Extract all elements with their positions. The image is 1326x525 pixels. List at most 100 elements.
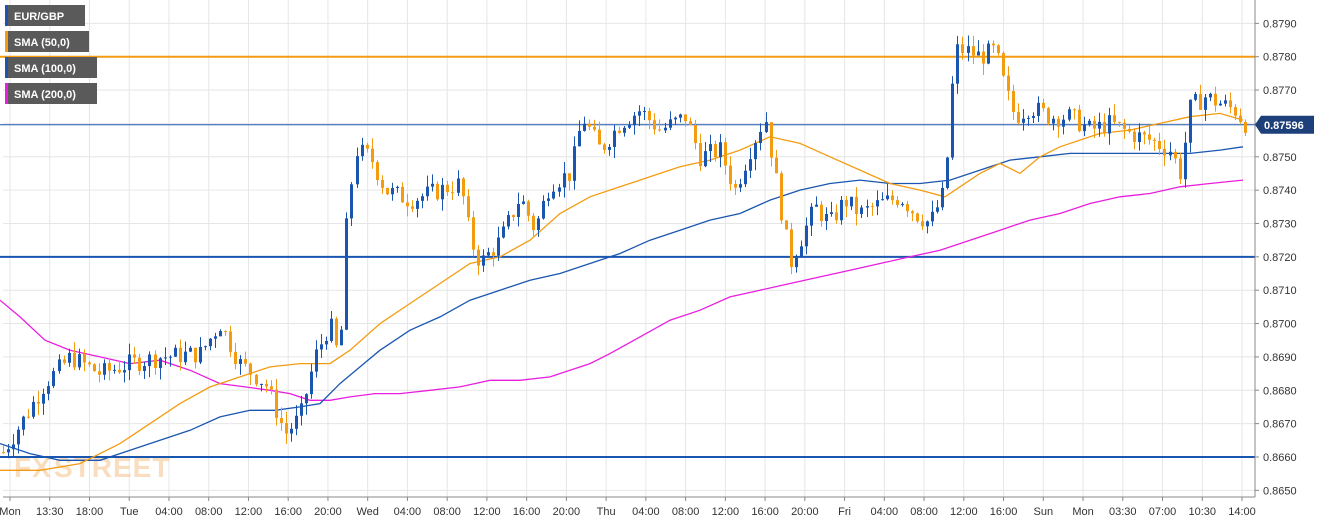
candle-body-up (169, 356, 172, 358)
candle-body-up (431, 183, 434, 187)
price-tag-label: 0.87596 (1264, 120, 1304, 132)
x-tick-label: 08:00 (195, 506, 223, 518)
candle-body-down (1128, 128, 1131, 132)
candle-body-up (199, 346, 202, 363)
x-tick-label: Thu (597, 506, 616, 518)
candle-body-up (295, 415, 298, 429)
candle-body-down (154, 354, 157, 368)
candle-body-down (1093, 120, 1096, 129)
x-tick-label: Mon (0, 506, 21, 518)
y-tick-label: 0.8730 (1263, 218, 1297, 230)
candle-body-up (340, 329, 343, 346)
candle-body-up (840, 199, 843, 221)
candle-body-down (961, 44, 964, 53)
x-tick-label: Sun (1034, 506, 1054, 518)
candle-body-up (1088, 120, 1091, 125)
candle-body-up (1224, 100, 1227, 104)
x-tick-label: 04:00 (871, 506, 899, 518)
candle-body-up (12, 444, 15, 450)
candle-body-down (118, 369, 121, 373)
candle-body-down (1158, 140, 1161, 149)
grid (3, 0, 1255, 497)
candle-body-down (335, 318, 338, 346)
candle-body-up (441, 184, 444, 200)
candle-body-down (446, 184, 449, 193)
candle-body-up (290, 428, 293, 434)
legend-swatch (5, 57, 8, 78)
candle-body-down (1078, 109, 1081, 132)
candle-body-down (896, 200, 899, 205)
candle-body-up (860, 207, 863, 215)
candle-body-up (1219, 103, 1222, 106)
candle-body-down (689, 121, 692, 126)
candle-body-up (552, 191, 555, 199)
candle-body-up (487, 252, 490, 256)
candle-body-up (128, 354, 131, 371)
candle-body-down (906, 204, 909, 212)
x-tick-label: 10:30 (1188, 506, 1216, 518)
legend-box (5, 57, 97, 78)
candle-body-up (633, 115, 636, 126)
candle-body-down (401, 186, 404, 203)
candle-body-up (310, 371, 313, 395)
x-tick-label: 16:00 (274, 506, 302, 518)
y-tick-label: 0.8790 (1263, 18, 1297, 30)
candle-body-down (992, 43, 995, 46)
candle-body-up (623, 127, 626, 133)
x-tick-label: 20:00 (314, 506, 342, 518)
candle-body-up (563, 173, 566, 188)
candle-body-down (593, 126, 596, 130)
candle-body-up (709, 144, 712, 152)
candle-body-down (780, 173, 783, 221)
x-tick-label: 16:00 (990, 506, 1018, 518)
x-tick-label: Mon (1072, 506, 1093, 518)
candle-body-down (381, 179, 384, 188)
candle-body-down (229, 331, 232, 352)
x-tick-label: 12:00 (950, 506, 978, 518)
candle-body-down (280, 417, 283, 424)
x-tick-label: 08:00 (910, 506, 938, 518)
y-tick-label: 0.8670 (1263, 419, 1297, 431)
candle-body-up (78, 354, 81, 368)
y-tick-label: 0.8740 (1263, 185, 1297, 197)
candle-body-up (315, 349, 318, 372)
candle-body-down (820, 204, 823, 221)
candle-body-down (972, 46, 975, 56)
candle-body-down (1133, 131, 1136, 143)
candle-body-down (98, 371, 101, 375)
candle-body-down (1214, 93, 1217, 106)
legend-swatch (5, 83, 8, 104)
legend-label: EUR/GBP (14, 11, 64, 23)
candle-body-up (1204, 97, 1207, 110)
candle-body-down (1123, 122, 1126, 129)
candle-body-down (1244, 121, 1247, 133)
candle-body-down (694, 125, 697, 144)
candle-body-up (967, 46, 970, 53)
candle-body-up (330, 318, 333, 341)
candle-body-up (830, 212, 833, 215)
candle-body-up (886, 195, 889, 200)
candle-body-up (578, 130, 581, 147)
candle-body-down (603, 144, 606, 150)
candle-body-down (472, 217, 475, 250)
candle-body-up (901, 204, 904, 206)
candle-body-up (1032, 115, 1035, 118)
candle-body-up (765, 122, 768, 132)
candle-body-down (845, 199, 848, 207)
legend-swatch (5, 5, 8, 26)
y-tick-label: 0.8660 (1263, 452, 1297, 464)
candle-body-down (27, 416, 30, 418)
candle-body-down (37, 401, 40, 404)
candle-body-down (462, 178, 465, 197)
candle-body-down (1179, 158, 1182, 180)
candle-body-down (1057, 118, 1060, 127)
y-tick-label: 0.8690 (1263, 352, 1297, 364)
candle-body-down (770, 122, 773, 158)
candle-body-up (825, 214, 828, 221)
candle-body-down (785, 220, 788, 230)
candle-body-up (815, 204, 818, 207)
legend-box (5, 5, 85, 26)
candle-body-up (739, 184, 742, 188)
candle-body-down (598, 129, 601, 145)
candle-body-up (184, 351, 187, 363)
